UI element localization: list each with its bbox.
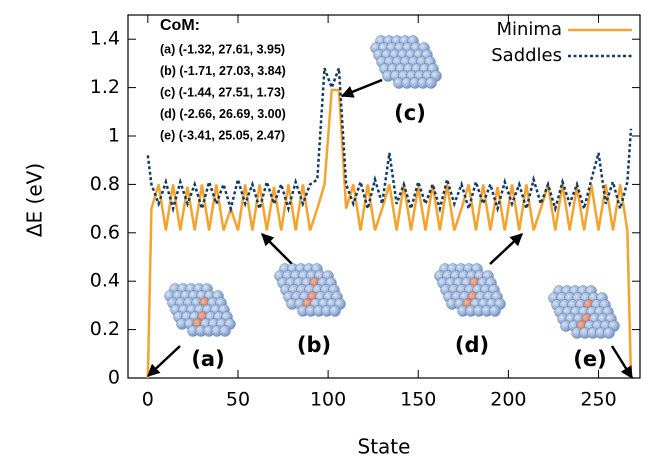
series-line: [146, 67, 633, 214]
y-tick-label: 1.2: [90, 76, 120, 98]
annotation-line: (a) (-1.32, 27.61, 3.95): [160, 42, 285, 56]
annotation-line: (b) (-1.71, 27.03, 3.84): [160, 64, 286, 78]
x-tick-label: 50: [226, 389, 250, 411]
structure-label: (c): [394, 101, 426, 125]
y-tick-label: 0.6: [90, 221, 120, 243]
legend-label: Saddles: [491, 45, 562, 66]
x-tick-label: 250: [580, 389, 616, 411]
x-tick-label: 100: [310, 389, 346, 411]
structure-label: (e): [573, 347, 606, 371]
structure-label: (b): [297, 333, 331, 357]
x-tick-label: 0: [142, 389, 154, 411]
y-axis-label: ΔE (eV): [23, 163, 47, 237]
annotation-line: (c) (-1.44, 27.51, 1.73): [160, 85, 285, 99]
x-axis-label: State: [358, 435, 411, 459]
cluster-atom: [219, 325, 231, 337]
x-tick-label: 200: [490, 389, 526, 411]
y-tick-label: 0: [108, 367, 120, 389]
x-tick-label: 150: [400, 389, 436, 411]
y-tick-label: 0.8: [90, 173, 120, 195]
y-tick-label: 0.2: [90, 318, 120, 340]
y-tick-label: 1.4: [90, 28, 120, 50]
annotation-line: (d) (-2.66, 26.69, 3.00): [160, 107, 286, 121]
cluster-atom: [425, 77, 437, 89]
structure-label: (d): [455, 333, 489, 357]
y-tick-label: 0.4: [90, 270, 120, 292]
legend-label: Minima: [496, 19, 562, 40]
annotation-line: (e) (-3.41, 25.05, 2.47): [160, 128, 285, 142]
arrows: [147, 78, 634, 380]
cluster-atom: [603, 327, 615, 339]
series-line: [146, 88, 633, 379]
annotation-title: CoM:: [160, 17, 200, 34]
plot-frame: [127, 14, 641, 379]
y-tick-label: 1: [108, 125, 120, 147]
structure-label: (a): [191, 347, 224, 371]
plot-area: 0 0.2 0.4 0.6 0.8 1 1.2 1.4 0 50 100 150 200 250: [90, 14, 641, 411]
cluster-images: [164, 35, 620, 339]
cluster-atom: [329, 305, 341, 317]
cluster-atom: [489, 305, 501, 317]
